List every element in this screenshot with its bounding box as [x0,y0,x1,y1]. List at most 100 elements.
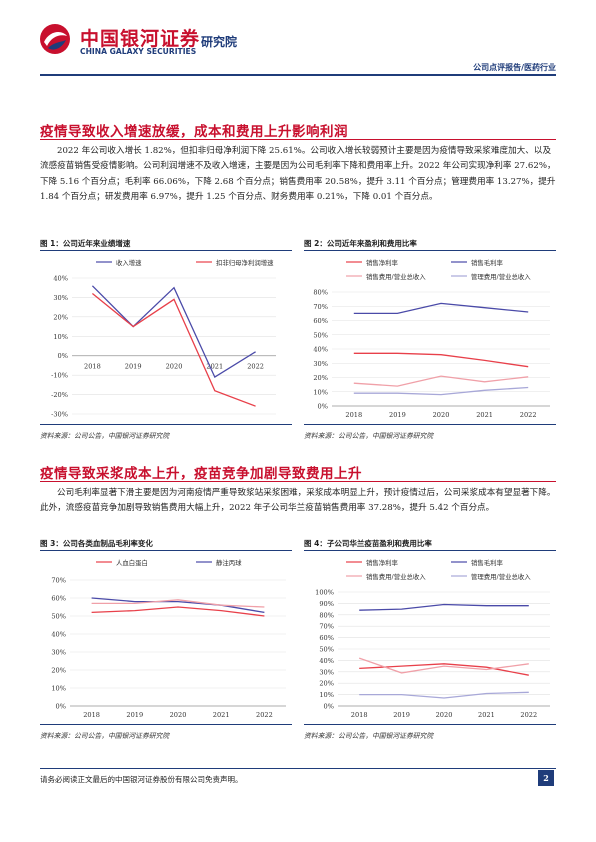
fig4-legend-label-0: 销售净利率 [366,558,399,567]
fig3-ytick-7: 0% [56,703,66,711]
fig2-series-line-2 [353,375,529,387]
fig2-legend-label-2: 销售费用/营业总收入 [366,272,426,281]
fig3-legend-label-1: 静注丙球 [216,558,242,567]
page-number-text: 2 [543,773,549,783]
fig4-rule-top [304,550,556,551]
fig1-rule-top [40,250,292,251]
header-rule [40,74,556,76]
fig2-ytick-1: 70% [313,303,328,311]
fig1-chart: 收入增速 扣非归母净利润增速 40% 30% 20% 10% 0% -10% -20% -30% 2… [51,258,276,419]
fig1-xtick-3: 2021 [206,363,223,371]
fig4-source: 资料来源：公司公告，中国银河证券研究院 [304,732,434,740]
fig2-legend-label-3: 管理费用/营业总收入 [471,272,531,281]
fig4-rule-bottom [304,724,556,725]
page-number: 2 [538,770,554,786]
fig1-xtick-2: 2020 [166,363,183,371]
footer-disclaimer: 请务必阅读正文最后的中国银河证券股份有限公司免责声明。 [40,775,243,784]
fig2-source: 资料来源：公司公告，中国银河证券研究院 [304,432,434,440]
fig1-ytick-2: 20% [53,313,68,321]
fig4-series-line-1 [359,603,529,611]
section2-rule [40,481,556,482]
section1-rule [40,139,556,140]
fig4-ytick-5: 50% [319,646,334,654]
fig1-ytick-3: 10% [53,333,68,341]
fig2-rule-top [304,250,556,251]
fig1-ytick-5: -10% [51,372,68,380]
fig1-legend-label-0: 收入增速 [116,258,142,267]
fig4-legend-label-2: 销售费用/营业总收入 [366,572,426,581]
fig4-series-line-2 [358,657,529,674]
fig4-ytick-2: 80% [319,611,334,619]
fig2-ytick-6: 20% [313,374,328,382]
fig2-rule-bottom [304,424,556,425]
fig1-series-line-0 [91,285,256,379]
logo-emblem-icon [40,24,70,54]
fig3-rule-top [40,550,292,551]
fig3-ytick-6: 10% [51,685,66,693]
fig4-ytick-3: 70% [319,623,334,631]
fig4-ytick-7: 30% [319,668,334,676]
company-logo [38,22,72,56]
fig1-ytick-7: -30% [51,411,68,419]
fig2-ytick-4: 40% [313,346,328,354]
fig2-ytick-7: 10% [313,388,328,396]
fig2-series-line-0 [353,352,529,368]
fig3-xtick-2: 2020 [170,711,187,719]
fig2-series-line-1 [353,302,529,315]
fig1-xtick-0: 2018 [84,363,101,371]
fig4-ytick-9: 10% [319,691,334,699]
fig2-ytick-2: 60% [313,317,328,325]
fig3-xtick-3: 2021 [213,711,230,719]
fig3-ytick-1: 60% [51,595,66,603]
fig3-ytick-3: 40% [51,631,66,639]
fig2-ytick-3: 50% [313,331,328,339]
fig4-xtick-0: 2018 [351,711,368,719]
fig3-ytick-5: 20% [51,667,66,675]
fig3-series-line-1 [91,597,265,614]
fig3-xtick-0: 2018 [83,711,100,719]
fig2-xtick-1: 2019 [389,411,406,419]
fig2-legend-label-1: 销售毛利率 [471,258,504,267]
fig1-ytick-4: 0% [58,352,68,360]
fig1-series-line-1 [91,292,256,407]
institute-name: 研究院 [201,35,238,49]
fig3-series-line-0 [91,606,265,617]
fig1-xtick-1: 2019 [125,363,142,371]
fig4-xtick-2: 2020 [436,711,453,719]
fig4-ytick-10: 0% [324,703,334,711]
fig2-ytick-0: 80% [313,289,328,297]
fig3-chart: 人血白蛋白静注丙球其他血液制品70%60%50%40%30%20%10%0%20… [51,558,286,719]
fig2-header: 图 2：公司近年来盈利和费用比率 [304,239,417,248]
fig4-ytick-4: 60% [319,634,334,642]
fig2-series-line-3 [353,386,529,396]
fig3-ytick-4: 30% [51,649,66,657]
fig4-ytick-6: 40% [319,657,334,665]
fig4-xtick-4: 2022 [520,711,537,719]
fig3-rule-bottom [40,724,292,725]
fig2-xtick-4: 2022 [520,411,537,419]
fig2-ytick-8: 0% [318,403,328,411]
fig2-xtick-2: 2020 [433,411,450,419]
fig4-legend-label-1: 销售毛利率 [471,558,504,567]
fig3-series-line-2 [91,599,265,608]
fig4-xtick-1: 2019 [393,711,410,719]
fig4-ytick-8: 20% [319,680,334,688]
fig4-xtick-3: 2021 [478,711,495,719]
fig4-header: 图 4：子公司华兰疫苗盈利和费用比率 [304,539,432,548]
fig3-ytick-0: 70% [51,577,66,585]
section2-paragraph: 公司毛利率显著下滑主要是因为河南疫情严重导致浆站采浆困难，采浆成本明显上升，预计… [40,488,556,514]
section2-title: 疫情导致采浆成本上升，疫苗竞争加剧导致费用上升 [40,466,362,482]
fig1-header: 图 1：公司近年来业绩增速 [40,239,131,248]
fig1-xtick-4: 2022 [247,363,264,371]
company-name-en: CHINA GALAXY SECURITIES [80,47,197,56]
fig1-source: 资料来源：公司公告，中国银河证券研究院 [40,432,170,440]
fig2-legend-label-0: 销售净利率 [366,258,399,267]
fig3-ytick-2: 50% [51,613,66,621]
fig3-header: 图 3：公司各类血制品毛利率变化 [40,539,153,548]
fig2-xtick-3: 2021 [476,411,493,419]
fig1-legend-label-1: 扣非归母净利润增速 [216,258,274,267]
fig1-rule-bottom [40,424,292,425]
fig3-xtick-1: 2019 [126,711,143,719]
